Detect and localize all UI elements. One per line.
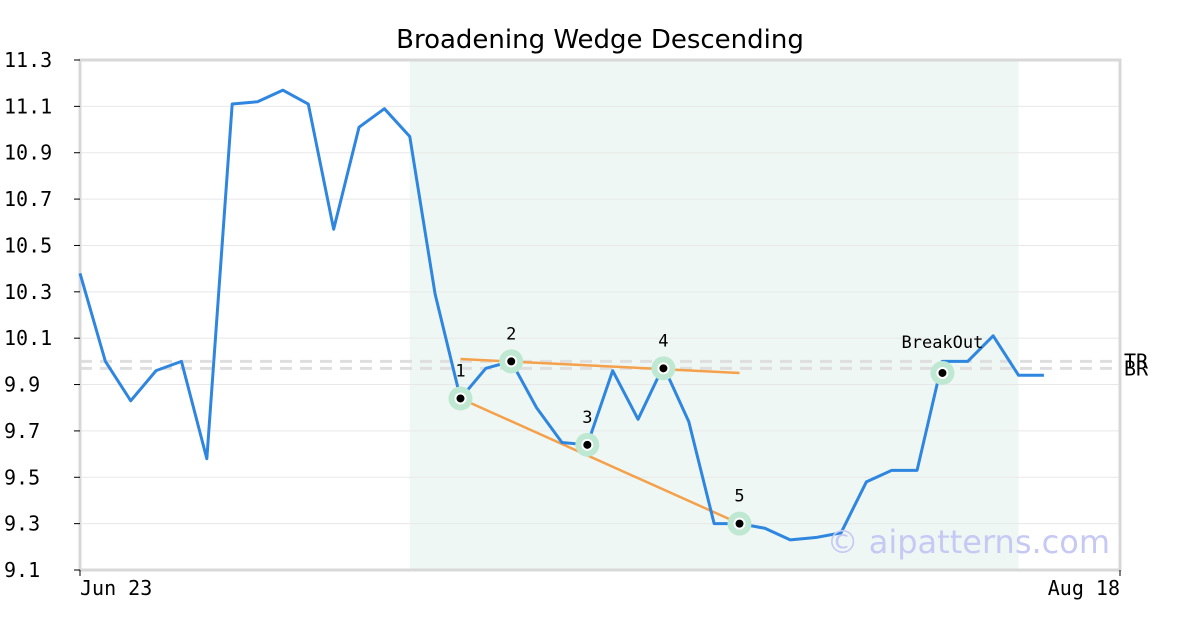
y-tick-label: 10.9 <box>4 141 52 165</box>
y-tick-label: 10.3 <box>4 280 52 304</box>
chart-title: Broadening Wedge Descending <box>396 25 804 55</box>
marker-dot <box>936 366 949 379</box>
breakout-label: BreakOut <box>901 333 983 353</box>
level-label: BR <box>1124 356 1149 380</box>
x-tick-label: Jun 23 <box>80 576 152 600</box>
point-label: 1 <box>455 361 465 381</box>
point-label: 2 <box>506 324 516 344</box>
plot-frame <box>78 58 1122 572</box>
marker-dot <box>657 362 670 375</box>
x-axis: Jun 23 Aug 18 <box>79 570 1121 600</box>
trend-line <box>459 397 741 525</box>
y-tick-label: 10.7 <box>4 187 52 211</box>
point-label: 3 <box>582 408 592 428</box>
y-tick-label: 10.5 <box>4 233 52 257</box>
y-tick-label: 11.1 <box>4 94 52 118</box>
x-tick-label: Aug 18 <box>1048 576 1120 600</box>
marker-dot <box>733 517 746 530</box>
y-tick-label: 9.9 <box>4 373 40 397</box>
y-tick-label: 9.5 <box>4 465 40 489</box>
point-label: 4 <box>658 331 668 351</box>
price-line <box>78 88 1044 542</box>
level-label: TR <box>1124 349 1149 373</box>
marker-dot <box>505 355 518 368</box>
highlight-region <box>409 60 1019 570</box>
y-tick-label: 9.7 <box>4 419 40 443</box>
point-label: 5 <box>734 487 744 507</box>
pattern-markers: 1 2 3 4 5 BreakOut <box>448 324 983 536</box>
y-tick-label: 11.3 <box>4 48 52 72</box>
marker-dot <box>581 438 594 451</box>
watermark: © aipatterns.com <box>827 523 1110 561</box>
marker-dot <box>454 392 467 405</box>
y-tick-label: 10.1 <box>4 326 52 350</box>
y-tick-label: 9.1 <box>4 558 40 582</box>
y-tick-label: 9.3 <box>4 512 40 536</box>
y-axis: 9.1 9.3 9.5 9.7 9.9 10.1 10.3 10.5 10.7 10.9 11.1 1… <box>4 48 80 582</box>
